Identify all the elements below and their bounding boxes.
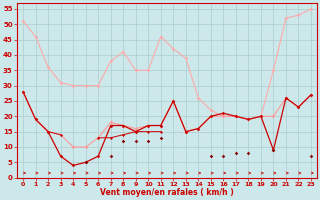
X-axis label: Vent moyen/en rafales ( km/h ): Vent moyen/en rafales ( km/h ) xyxy=(100,188,234,197)
